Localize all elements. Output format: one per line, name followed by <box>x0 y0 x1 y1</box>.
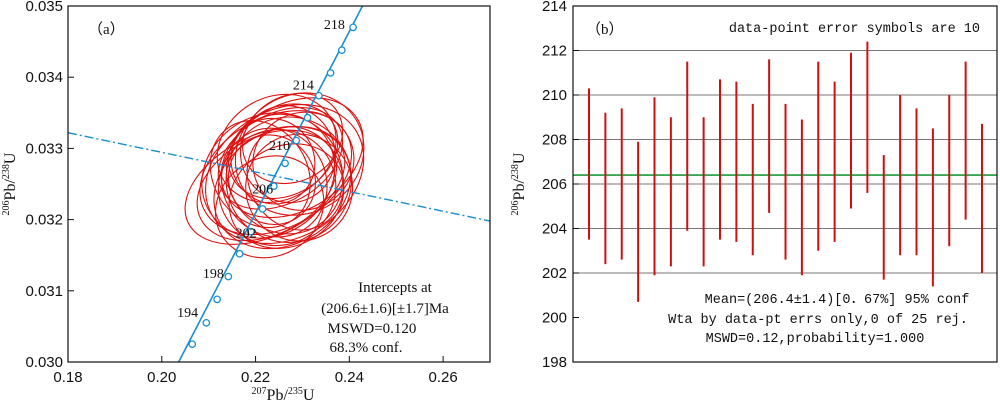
error-ellipse-13 <box>217 128 337 247</box>
y-axis-title-b: 206Pb/238U <box>510 152 528 215</box>
age-label-206: 206 <box>252 182 273 197</box>
x-tick-label: 0.22 <box>241 369 270 386</box>
y-tick-label-b: 214 <box>542 0 567 15</box>
x-axis-ticks: 0.18 0.20 0.22 0.24 0.26 <box>53 356 458 386</box>
annotation-line-3: MSWD=0.120 <box>328 321 417 337</box>
concordia-age-marker-1 <box>188 340 197 349</box>
y-tick-label: 0.035 <box>25 0 63 15</box>
error-ellipse-15 <box>201 112 336 239</box>
y-tick-label-b: 202 <box>542 265 567 282</box>
concordia-lines <box>68 6 490 362</box>
x-tick-label: 0.18 <box>53 369 82 386</box>
error-ellipse-18 <box>214 155 325 259</box>
y-tick-label-b: 210 <box>542 87 567 104</box>
error-ellipse-17 <box>245 133 354 242</box>
plot-frame-a <box>67 5 491 363</box>
annotation-b-line-3: MSWD=0.12,probability=1.000 <box>706 332 925 347</box>
error-ellipse-25 <box>213 126 352 250</box>
concordia-age-marker-8 <box>269 182 278 190</box>
y-tick-label-b: 200 <box>542 310 567 327</box>
annotation-line-2: (206.6±1.6)[±1.7]Ma <box>321 301 449 317</box>
error-bars <box>588 41 983 302</box>
y-axis-title-a: 206Pb/238U <box>1 152 19 215</box>
panel-label-a: （a） <box>88 21 125 38</box>
annotation-line-1: Intercepts at <box>358 280 433 296</box>
error-ellipse-4 <box>220 97 364 219</box>
concordia-age-marker-3 <box>213 295 221 304</box>
header-note: data-point error symbols are 10 <box>729 22 980 37</box>
x-axis-title-a: 207Pb/235U <box>252 386 315 404</box>
concordia-age-marker-9 <box>281 159 289 168</box>
weighted-mean-panel: 198 200 202 204 206 208 210 212 214 （b） data-poi… <box>510 0 998 371</box>
concordia-age-marker-14 <box>337 46 346 54</box>
concordia-age-marker-4 <box>224 272 233 281</box>
weighted-mean-annotation: Mean=(206.4±1.4)[0．67%] 95% conf Wta by … <box>668 293 969 347</box>
concordia-age-marker-13 <box>326 69 335 77</box>
panel-label-b: （b） <box>586 21 624 38</box>
y-tick-label-b: 204 <box>542 221 567 238</box>
error-ellipse-7 <box>234 92 365 216</box>
age-label-218: 218 <box>324 18 345 33</box>
concordia-age-marker-15 <box>349 23 357 32</box>
concordia-age-marker-11 <box>303 113 312 122</box>
concordia-age-marker-6 <box>247 227 255 236</box>
x-tick-label: 0.24 <box>335 369 364 386</box>
x-tick-label: 0.20 <box>147 369 176 386</box>
age-labels: 194 198 202 206 210 214 218 <box>177 18 345 321</box>
error-ellipse-20 <box>209 119 311 229</box>
y-axis-ticks: 0.030 0.031 0.032 0.033 0.034 0.035 <box>25 0 74 371</box>
error-ellipse-11 <box>227 134 317 226</box>
y-tick-label: 0.034 <box>25 69 63 86</box>
y-tick-label: 0.032 <box>25 212 63 229</box>
concordia-curve <box>177 6 364 362</box>
error-ellipse-24 <box>230 117 316 205</box>
concordia-age-marker-2 <box>202 318 211 327</box>
y-axis-ticks-b: 198 200 202 204 206 208 210 212 214 <box>542 0 579 371</box>
y-tick-label: 0.030 <box>25 354 63 371</box>
concordia-age-marker-12 <box>315 91 323 100</box>
concordia-age-marker-7 <box>258 205 267 213</box>
y-tick-label-b: 212 <box>542 43 567 60</box>
age-label-194: 194 <box>177 306 198 321</box>
y-tick-label-b: 208 <box>542 132 567 149</box>
error-ellipses <box>184 92 365 259</box>
x-tick-label: 0.26 <box>429 369 458 386</box>
y-tick-label-b: 206 <box>542 176 567 193</box>
age-label-214: 214 <box>293 78 314 93</box>
annotation-line-4: 68.3% conf. <box>330 340 403 356</box>
intercept-annotation: Intercepts at (206.6±1.6)[±1.7]Ma MSWD=0… <box>321 280 449 356</box>
y-tick-label: 0.033 <box>25 140 63 157</box>
age-label-210: 210 <box>269 139 290 154</box>
y-tick-label: 0.031 <box>25 283 63 300</box>
concordia-age-marker-10 <box>292 136 301 145</box>
annotation-b-line-2: Wta by data-pt errs only,0 of 25 rej. <box>668 313 968 328</box>
error-ellipse-23 <box>228 143 345 249</box>
age-label-202: 202 <box>236 226 257 241</box>
y-tick-label-b: 198 <box>542 354 567 371</box>
discordia-line <box>68 132 490 222</box>
age-label-198: 198 <box>203 267 224 282</box>
concordia-age-marker-5 <box>235 249 244 258</box>
annotation-b-line-1: Mean=(206.4±1.4)[0．67%] 95% conf <box>705 293 970 308</box>
error-ellipse-21 <box>252 111 355 211</box>
